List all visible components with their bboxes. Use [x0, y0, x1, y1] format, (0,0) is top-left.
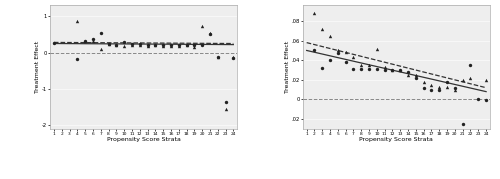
Point — [436, 85, 444, 88]
Point — [112, 43, 120, 46]
Point — [190, 43, 198, 46]
Point — [474, 98, 482, 101]
Point — [310, 12, 318, 15]
Point — [482, 78, 490, 81]
Point — [358, 68, 366, 71]
Point — [404, 71, 412, 73]
Point — [159, 45, 167, 47]
Point — [334, 49, 342, 52]
Point — [152, 44, 160, 47]
Point — [404, 74, 412, 76]
Point — [128, 43, 136, 46]
Point — [318, 67, 326, 69]
Point — [310, 49, 318, 52]
X-axis label: Propensity Score Strata: Propensity Score Strata — [106, 137, 180, 142]
Point — [182, 44, 190, 47]
Point — [428, 88, 436, 91]
Point — [380, 69, 388, 71]
Point — [451, 86, 459, 89]
Point — [482, 99, 490, 102]
Point — [96, 31, 104, 34]
Point — [326, 59, 334, 62]
Point — [128, 43, 136, 46]
Point — [458, 123, 466, 125]
Point — [458, 78, 466, 81]
Point — [136, 42, 143, 45]
Point — [420, 80, 428, 83]
Point — [373, 68, 381, 71]
Point — [136, 43, 143, 46]
Point — [365, 64, 373, 67]
Point — [412, 74, 420, 76]
Point — [74, 20, 82, 22]
Y-axis label: Treatment Effect: Treatment Effect — [285, 41, 290, 93]
Point — [144, 43, 152, 46]
Point — [81, 39, 89, 42]
Point — [167, 44, 175, 47]
Point — [412, 76, 420, 79]
Point — [388, 69, 396, 71]
Point — [74, 58, 82, 61]
Point — [222, 100, 230, 103]
Point — [230, 57, 237, 59]
Point — [451, 88, 459, 91]
Point — [214, 55, 222, 58]
Point — [420, 86, 428, 89]
Point — [342, 51, 349, 54]
Point — [365, 68, 373, 71]
Point — [190, 46, 198, 49]
Point — [104, 42, 112, 45]
Point — [396, 69, 404, 71]
Point — [388, 69, 396, 71]
Point — [466, 64, 474, 67]
Point — [206, 31, 214, 34]
Point — [334, 52, 342, 55]
Point — [443, 80, 451, 83]
Point — [50, 41, 58, 44]
Point — [104, 42, 112, 45]
Point — [443, 85, 451, 88]
Point — [96, 48, 104, 50]
Point — [159, 43, 167, 46]
Point — [198, 25, 206, 28]
Point — [206, 33, 214, 36]
Point — [358, 64, 366, 67]
Point — [198, 43, 206, 46]
Point — [428, 83, 436, 86]
Point — [318, 27, 326, 30]
Point — [436, 88, 444, 91]
Point — [326, 34, 334, 37]
X-axis label: Propensity Score Strata: Propensity Score Strata — [360, 137, 434, 142]
Point — [89, 40, 97, 42]
Point — [174, 43, 182, 46]
Point — [466, 76, 474, 79]
Point — [144, 45, 152, 47]
Point — [396, 69, 404, 71]
Point — [230, 55, 237, 58]
Point — [380, 66, 388, 69]
Point — [120, 41, 128, 44]
Point — [112, 43, 120, 46]
Point — [81, 39, 89, 42]
Point — [350, 68, 358, 71]
Point — [373, 47, 381, 50]
Point — [89, 37, 97, 40]
Point — [120, 45, 128, 47]
Point — [152, 44, 160, 47]
Point — [350, 56, 358, 59]
Point — [167, 45, 175, 47]
Point — [342, 61, 349, 64]
Y-axis label: Treatment Effect: Treatment Effect — [35, 41, 40, 93]
Point — [182, 44, 190, 47]
Point — [222, 107, 230, 110]
Point — [174, 45, 182, 47]
Point — [214, 55, 222, 58]
